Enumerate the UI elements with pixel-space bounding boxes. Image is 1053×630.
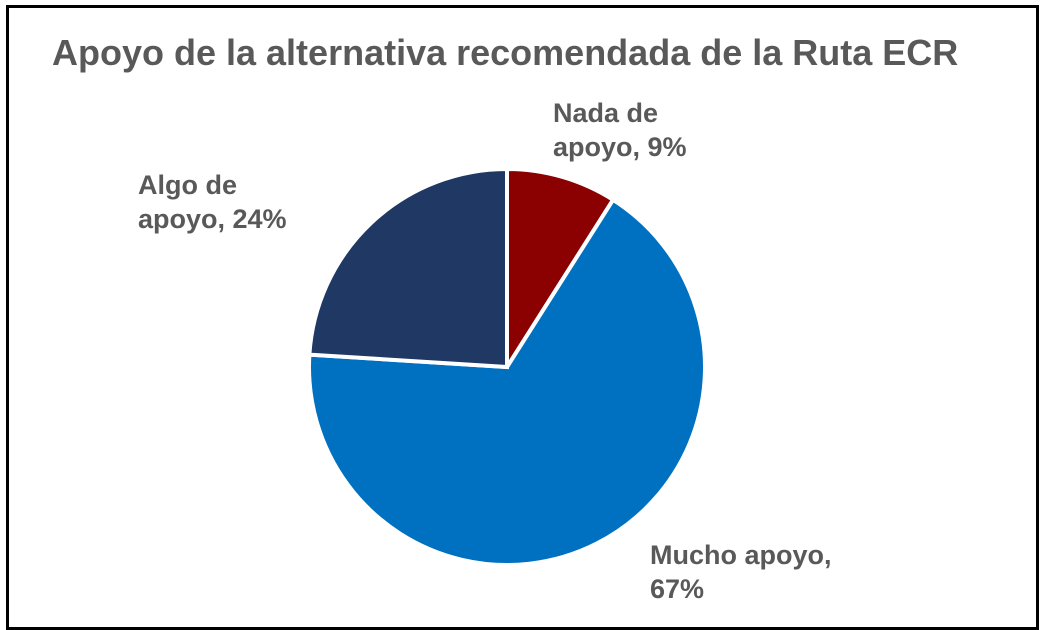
slice-label-mucho-apoyo: Mucho apoyo, 67% <box>650 538 832 606</box>
pie-slice-algo-de-apoyo <box>307 166 509 370</box>
pie-chart <box>307 166 707 567</box>
slice-label-line: Algo de <box>138 170 237 200</box>
slice-label-algo-de-apoyo: Algo de apoyo, 24% <box>138 168 287 236</box>
slice-label-line: 67% <box>650 574 705 604</box>
pie-slice-nada-de-apoyo <box>505 166 616 374</box>
slice-label-nada-de-apoyo: Nada de apoyo, 9% <box>553 96 687 164</box>
pie-slice-mucho-apoyo <box>307 197 707 567</box>
slice-label-line: Nada de <box>553 98 659 128</box>
chart-title: Apoyo de la alternativa recomendada de l… <box>52 32 959 73</box>
slice-label-line: Mucho apoyo, <box>650 540 832 570</box>
slice-label-line: apoyo, 9% <box>553 132 687 162</box>
slice-label-line: apoyo, 24% <box>138 204 287 234</box>
